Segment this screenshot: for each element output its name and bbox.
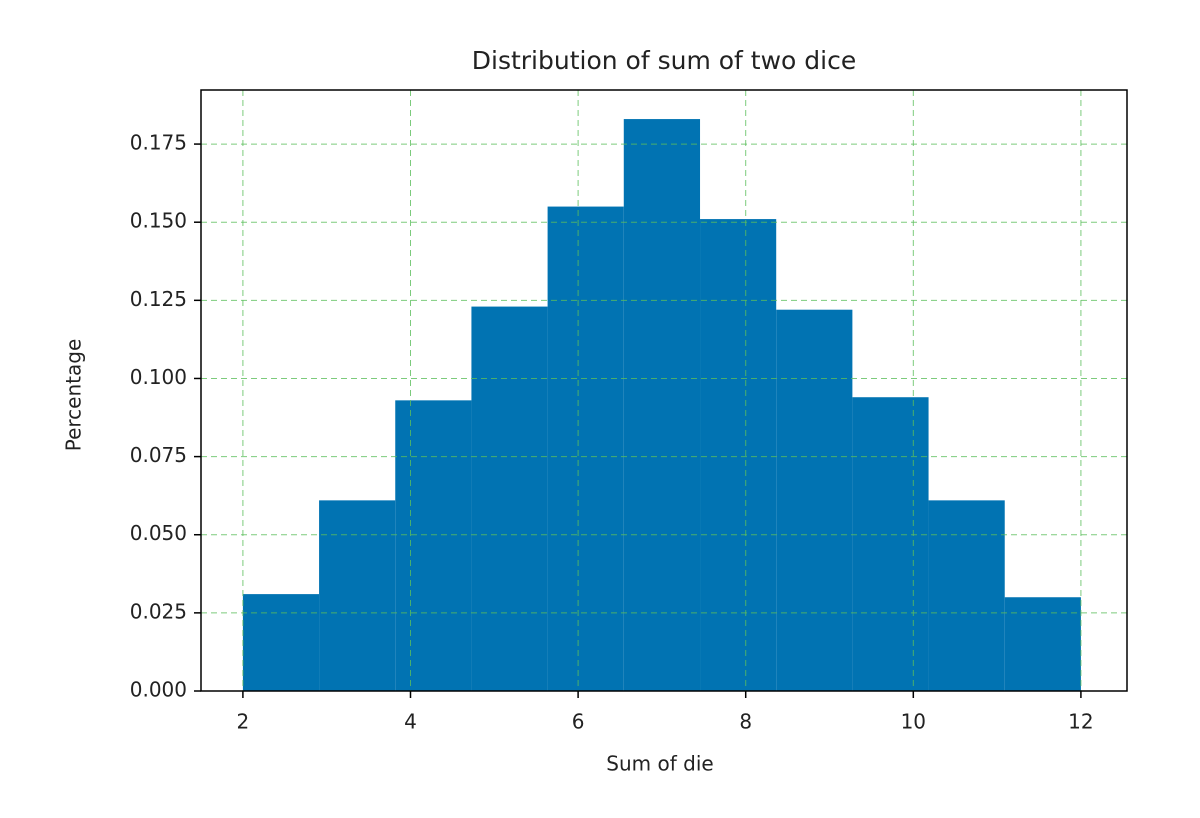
bar <box>471 306 548 691</box>
y-tick-label: 0.000 <box>130 678 187 702</box>
x-tick-label: 6 <box>572 710 585 734</box>
x-tick-label: 12 <box>1068 710 1093 734</box>
x-tick-label: 4 <box>404 710 417 734</box>
x-tick-label: 10 <box>901 710 926 734</box>
y-tick-label: 0.050 <box>130 521 187 545</box>
bar <box>776 309 853 691</box>
y-tick-label: 0.150 <box>130 209 187 233</box>
bar <box>547 206 624 691</box>
bar <box>242 594 320 691</box>
bar <box>395 400 472 691</box>
chart-title: Distribution of sum of two dice <box>472 46 857 75</box>
bar <box>928 500 1005 691</box>
y-tick-label: 0.100 <box>130 365 187 389</box>
y-tick-label: 0.025 <box>130 599 187 623</box>
x-axis-label: Sum of die <box>606 752 713 776</box>
y-tick-label: 0.175 <box>130 131 187 155</box>
bar <box>852 397 929 691</box>
plot-frame <box>200 89 1128 692</box>
x-tick-label: 8 <box>739 710 752 734</box>
bar <box>1004 597 1081 691</box>
bar <box>700 219 777 691</box>
x-tick-label: 2 <box>237 710 250 734</box>
bar <box>319 500 396 691</box>
y-tick-label: 0.125 <box>130 287 187 311</box>
bar <box>623 119 701 691</box>
y-axis-label: Percentage <box>62 339 86 452</box>
y-tick-label: 0.075 <box>130 443 187 467</box>
